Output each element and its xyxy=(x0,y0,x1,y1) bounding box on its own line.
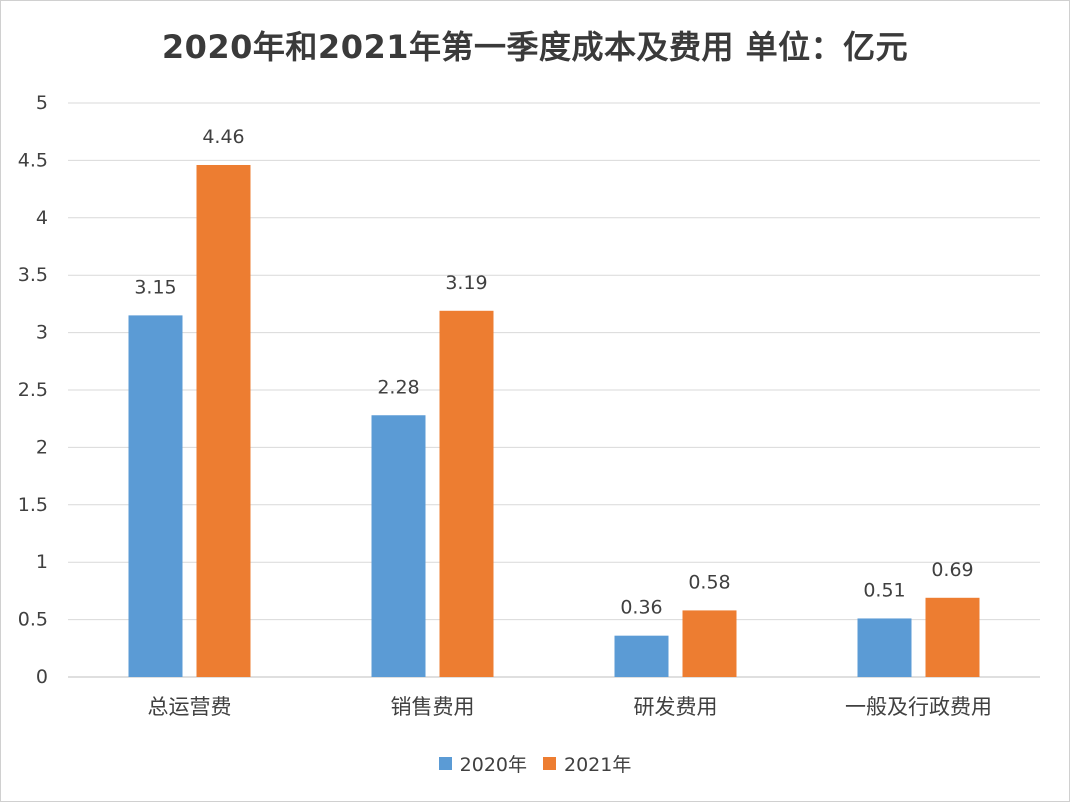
x-tick-label: 一般及行政费用 xyxy=(845,695,992,719)
legend: 2020年 2021年 xyxy=(0,750,1070,777)
y-tick-label: 1.5 xyxy=(18,494,48,516)
x-tick-label: 销售费用 xyxy=(391,695,475,719)
y-tick-label: 3 xyxy=(36,322,48,344)
bar-2020 xyxy=(857,618,912,677)
legend-label-2020: 2020年 xyxy=(459,754,527,776)
chart-title: 2020年和2021年第一季度成本及费用 单位：亿元 xyxy=(161,28,909,66)
y-tick-label: 4.5 xyxy=(18,149,48,171)
y-tick-label: 4 xyxy=(36,207,48,229)
data-label: 4.46 xyxy=(202,126,244,148)
data-label: 0.51 xyxy=(863,579,905,601)
y-tick-label: 2 xyxy=(36,436,48,458)
bar-2020 xyxy=(128,315,183,677)
legend-swatch-2021 xyxy=(543,757,556,770)
legend-swatch-2020 xyxy=(438,757,452,770)
data-label: 0.36 xyxy=(620,597,662,619)
bar-2020 xyxy=(371,415,426,677)
bar-2021 xyxy=(439,310,494,677)
legend-item-2021: 2021年 xyxy=(543,750,631,777)
y-tick-label: 0 xyxy=(36,666,48,688)
data-label: 3.19 xyxy=(445,272,487,294)
y-tick-label: 5 xyxy=(36,92,48,114)
x-tick-label: 研发费用 xyxy=(634,695,718,719)
y-tick-label: 2.5 xyxy=(18,379,48,401)
legend-item-2020: 2020年 xyxy=(438,750,527,777)
data-label: 0.69 xyxy=(931,559,973,581)
bar-2021 xyxy=(682,610,737,677)
x-tick-label: 总运营费 xyxy=(148,695,232,719)
legend-label-2021: 2021年 xyxy=(564,754,632,776)
y-tick-label: 0.5 xyxy=(18,609,48,631)
bar-2021 xyxy=(196,164,251,677)
data-label: 0.58 xyxy=(688,571,730,593)
y-tick-label: 1 xyxy=(36,551,48,573)
data-label: 3.15 xyxy=(134,276,176,298)
data-label: 2.28 xyxy=(377,376,419,398)
bar-2020 xyxy=(614,635,669,677)
bar-2021 xyxy=(925,597,980,677)
y-tick-label: 3.5 xyxy=(18,264,48,286)
